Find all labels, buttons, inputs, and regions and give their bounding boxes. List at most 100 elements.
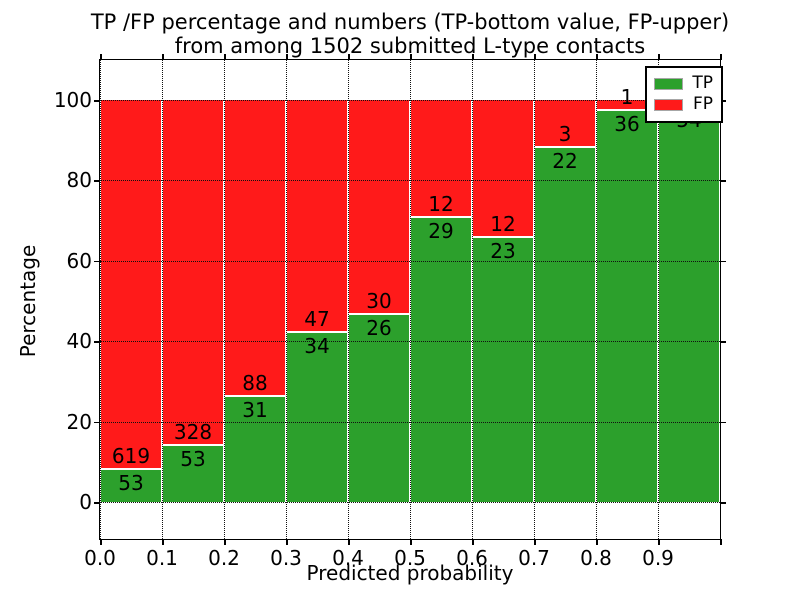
x-tick-mark-top bbox=[658, 54, 660, 60]
tp-bar-segment bbox=[349, 315, 409, 502]
tp-bar-segment bbox=[163, 446, 223, 502]
tp-bar-segment bbox=[597, 110, 657, 502]
fp-bar-segment bbox=[101, 100, 161, 471]
x-tick-label: 0.6 bbox=[456, 546, 488, 570]
legend-label-fp: FP bbox=[692, 94, 713, 114]
y-tick-label: 100 bbox=[53, 88, 92, 112]
y-tick-label: 0 bbox=[79, 490, 92, 514]
fp-bar-segment bbox=[597, 100, 657, 111]
fp-count-label: 12 bbox=[428, 191, 454, 216]
x-axis-label: Predicted probability bbox=[306, 561, 514, 585]
v-gridline bbox=[410, 60, 411, 539]
tp-count-label: 36 bbox=[614, 111, 640, 136]
chart-title-line2: from among 1502 submitted L-type contact… bbox=[174, 34, 646, 58]
x-tick-label: 0.2 bbox=[208, 546, 240, 570]
x-tick-mark-top bbox=[472, 54, 474, 60]
fp-count-label: 88 bbox=[242, 371, 268, 396]
v-gridline bbox=[472, 60, 473, 539]
y-tick-label: 60 bbox=[66, 248, 92, 273]
x-tick-mark bbox=[162, 539, 164, 545]
y-tick-mark bbox=[94, 260, 100, 263]
x-tick-mark-top bbox=[224, 54, 226, 60]
y-tick-mark-right bbox=[720, 502, 726, 504]
tp-count-label: 31 bbox=[242, 398, 268, 423]
v-gridline bbox=[286, 60, 287, 539]
legend-label-tp: TP bbox=[692, 73, 713, 93]
tp-count-label: 34 bbox=[304, 334, 330, 359]
v-gridline bbox=[100, 60, 101, 539]
legend: TP FP bbox=[645, 66, 723, 123]
fp-count-label: 47 bbox=[304, 307, 330, 332]
tp-count-label: 26 bbox=[366, 316, 392, 341]
x-tick-label: 0.3 bbox=[270, 546, 302, 570]
x-tick-mark bbox=[534, 539, 536, 545]
x-tick-label: 0.0 bbox=[84, 546, 116, 570]
tp-bar-segment bbox=[659, 107, 719, 502]
x-tick-label: 0.1 bbox=[146, 546, 178, 570]
fp-count-label: 12 bbox=[490, 211, 516, 236]
tp-count-label: 22 bbox=[552, 149, 578, 174]
y-tick-mark-right bbox=[720, 180, 726, 182]
legend-row-fp: FP bbox=[654, 94, 713, 115]
v-gridline bbox=[658, 60, 659, 539]
x-tick-mark bbox=[100, 539, 102, 545]
tp-bar-segment bbox=[225, 397, 285, 502]
v-gridline bbox=[348, 60, 349, 539]
fp-bar-segment bbox=[225, 100, 285, 398]
y-tick-label: 80 bbox=[66, 168, 92, 193]
x-tick-mark bbox=[286, 539, 288, 545]
v-gridline bbox=[162, 60, 163, 539]
x-tick-mark bbox=[410, 539, 412, 545]
fp-count-label: 30 bbox=[366, 289, 392, 314]
y-tick-label: 20 bbox=[66, 409, 92, 434]
fp-count-label: 619 bbox=[111, 444, 151, 469]
y-tick-label: 40 bbox=[66, 329, 92, 354]
fp-bar-segment bbox=[411, 100, 471, 218]
x-tick-label: 0.4 bbox=[332, 546, 364, 570]
x-tick-mark bbox=[720, 539, 722, 545]
x-tick-mark-top bbox=[286, 54, 288, 60]
x-tick-mark-top bbox=[162, 54, 164, 60]
y-tick-mark bbox=[94, 180, 100, 182]
chart-title-line1: TP /FP percentage and numbers (TP-bottom… bbox=[90, 10, 730, 34]
x-tick-mark-top bbox=[410, 54, 412, 60]
v-gridline bbox=[534, 60, 535, 539]
y-tick-mark bbox=[94, 341, 100, 343]
tp-count-label: 23 bbox=[490, 238, 516, 263]
x-tick-mark-top bbox=[596, 54, 598, 60]
y-tick-mark-right bbox=[720, 100, 726, 102]
x-tick-mark bbox=[348, 539, 350, 545]
tp-count-label: 53 bbox=[180, 447, 206, 472]
fp-bar-segment bbox=[163, 100, 223, 447]
tp-count-label: 29 bbox=[428, 218, 454, 243]
tp-bar-segment bbox=[287, 333, 347, 502]
x-tick-label: 0.9 bbox=[642, 546, 674, 570]
x-tick-mark-top bbox=[720, 54, 722, 60]
x-tick-label: 0.8 bbox=[580, 546, 612, 570]
tp-count-label: 53 bbox=[118, 471, 144, 496]
x-tick-mark-top bbox=[100, 54, 102, 60]
fp-count-label: 3 bbox=[558, 122, 572, 147]
v-gridline bbox=[596, 60, 597, 539]
fp-count-label: 328 bbox=[173, 420, 213, 445]
fp-bar-segment bbox=[287, 100, 347, 334]
plot-area: 0 20 40 60 80 100 0.0 0.1 0.2 0.3 0.4 0.5 0.6 0.7 0.8 0… bbox=[54, 54, 726, 569]
y-tick-mark-right bbox=[720, 260, 726, 263]
x-tick-mark bbox=[596, 539, 598, 545]
tp-bar-segment bbox=[473, 237, 533, 502]
y-tick-mark bbox=[94, 502, 100, 504]
y-tick-mark-right bbox=[720, 341, 726, 343]
y-tick-mark-right bbox=[720, 421, 726, 424]
fp-bar-segment bbox=[349, 100, 409, 316]
tp-color-swatch bbox=[654, 77, 683, 90]
x-tick-label: 0.7 bbox=[518, 546, 550, 570]
fp-bar-segment bbox=[535, 100, 595, 149]
tp-bar-segment bbox=[411, 217, 471, 502]
tp-bar-segment bbox=[101, 470, 161, 502]
fp-bar-segment bbox=[473, 100, 533, 238]
y-tick-mark bbox=[94, 100, 100, 102]
x-tick-label: 0.5 bbox=[394, 546, 426, 570]
x-tick-mark bbox=[472, 539, 474, 545]
fp-count-label: 1 bbox=[620, 84, 634, 109]
